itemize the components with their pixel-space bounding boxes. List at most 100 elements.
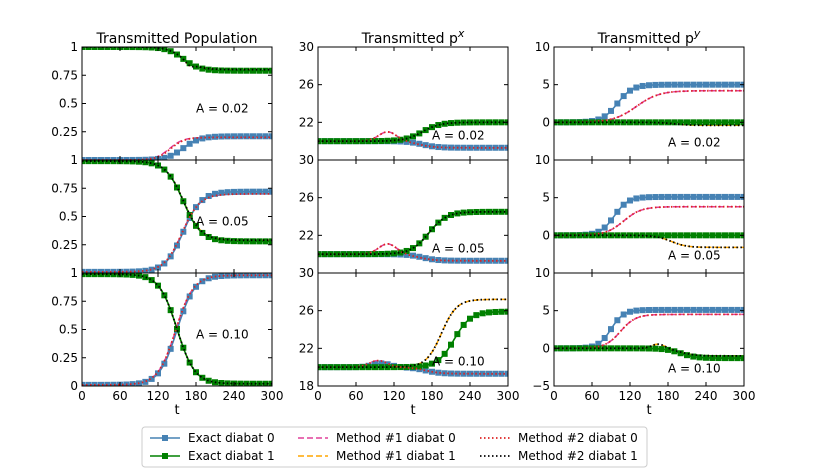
marker-exact1 (199, 374, 206, 381)
marker-exact0 (199, 278, 206, 285)
y-tick-label: 30 (299, 153, 314, 167)
marker-exact1 (652, 345, 659, 352)
panel-1-2: 0 60 120 180 240 300 18 22 26 30 A = 0.10 t (299, 266, 520, 418)
marker-exact1 (473, 119, 480, 126)
marker-exact0 (665, 306, 671, 313)
marker-exact1 (467, 209, 473, 216)
marker-exact1 (441, 120, 448, 127)
marker-exact0 (633, 307, 640, 314)
marker-exact1 (416, 240, 423, 247)
marker-exact1 (193, 63, 199, 70)
marker-exact0 (715, 81, 722, 88)
panel-2-0: 0 5 10 Transmitted py A = 0.02 (535, 27, 745, 161)
marker-exact0 (690, 193, 697, 200)
marker-exact1 (321, 251, 328, 258)
panel-annotation: A = 0.10 (432, 355, 485, 369)
legend-label-method1_1: Method #1 diabat 1 (336, 449, 456, 463)
marker-exact1 (334, 138, 340, 145)
legend-marker-exact0 (162, 435, 168, 441)
marker-exact0 (601, 113, 608, 120)
marker-exact1 (454, 119, 461, 126)
marker-exact1 (269, 380, 272, 386)
marker-exact0 (595, 340, 602, 347)
marker-exact0 (82, 381, 85, 386)
series-line-method2_0 (318, 242, 508, 262)
marker-exact1 (658, 232, 665, 239)
series-group (82, 47, 272, 160)
marker-exact1 (129, 160, 136, 165)
y-tick-label: 22 (299, 115, 314, 129)
x-axis-label: t (174, 403, 179, 418)
marker-exact0 (690, 306, 697, 313)
marker-exact1 (167, 173, 174, 180)
marker-exact1 (709, 354, 716, 361)
marker-exact0 (193, 137, 199, 144)
marker-exact1 (435, 357, 442, 364)
series-line-method2_0 (82, 193, 272, 273)
series-line-method2_0 (554, 205, 744, 237)
y-tick-label: 26 (299, 304, 314, 318)
marker-exact0 (652, 306, 659, 313)
marker-exact1 (690, 353, 697, 360)
marker-exact1 (690, 232, 697, 239)
marker-exact1 (696, 354, 703, 361)
marker-exact0 (148, 375, 155, 382)
series-group (318, 119, 508, 151)
panel-1-0: 22 26 30 Transmitted px A = 0.02 (299, 27, 509, 161)
marker-exact0 (498, 370, 505, 377)
marker-exact1 (620, 345, 627, 352)
marker-exact1 (709, 119, 716, 126)
marker-exact0 (722, 193, 728, 200)
marker-exact0 (608, 326, 614, 333)
marker-exact0 (454, 370, 461, 377)
marker-exact0 (85, 268, 92, 273)
series-line-method2_0 (554, 89, 744, 124)
series-group (318, 298, 508, 377)
marker-exact1 (104, 160, 111, 165)
marker-exact0 (416, 253, 423, 260)
marker-exact1 (384, 364, 391, 371)
title-superscript: y (693, 27, 701, 40)
marker-exact0 (595, 228, 602, 235)
marker-exact1 (161, 292, 168, 299)
marker-exact1 (212, 67, 218, 74)
legend-label-exact0: Exact diabat 0 (188, 431, 275, 445)
marker-exact1 (416, 130, 423, 137)
marker-exact1 (703, 232, 709, 239)
marker-exact1 (722, 119, 728, 126)
panel-title: Transmitted px (361, 27, 465, 47)
marker-exact1 (589, 345, 595, 352)
marker-exact0 (142, 267, 149, 273)
marker-exact0 (167, 345, 174, 352)
y-tick-label: 1 (70, 40, 78, 54)
series-line-method2_0 (318, 359, 508, 375)
marker-exact1 (671, 119, 678, 126)
marker-exact1 (269, 67, 272, 74)
series-group (82, 273, 272, 386)
marker-exact1 (321, 364, 328, 371)
marker-exact1 (98, 273, 104, 278)
marker-exact1 (237, 67, 244, 74)
marker-exact0 (677, 193, 684, 200)
marker-exact1 (205, 377, 212, 384)
series-line-exact0 (82, 190, 272, 273)
y-tick-label: 0.25 (51, 125, 78, 139)
marker-exact0 (646, 194, 652, 201)
marker-exact0 (492, 144, 499, 151)
marker-exact1 (734, 232, 741, 239)
marker-exact0 (429, 143, 435, 150)
marker-exact1 (142, 274, 149, 281)
y-tick-label: 0 (542, 228, 550, 242)
marker-exact1 (85, 273, 92, 278)
marker-exact0 (155, 370, 161, 377)
panel-0-1: 0.25 0.5 0.75 1 A = 0.05 (51, 153, 273, 274)
marker-exact0 (728, 81, 735, 88)
marker-exact0 (505, 257, 508, 264)
panel-annotation: A = 0.02 (432, 129, 485, 143)
marker-exact0 (98, 156, 104, 160)
marker-exact1 (262, 67, 269, 74)
legend-label-method2_1: Method #2 diabat 1 (518, 449, 638, 463)
marker-exact1 (479, 208, 486, 215)
marker-exact1 (734, 119, 741, 126)
marker-exact1 (142, 160, 149, 166)
